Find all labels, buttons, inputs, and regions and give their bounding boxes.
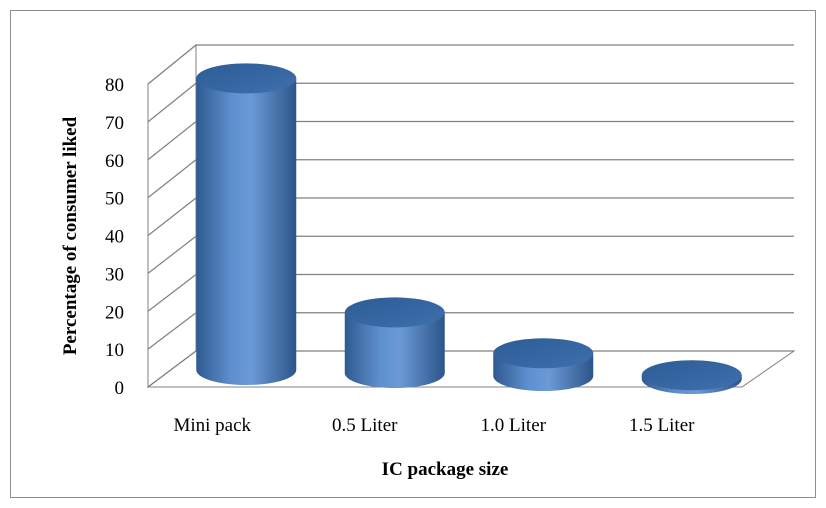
y-tick-label: 80 — [105, 75, 124, 96]
x-category-label: 0.5 Liter — [332, 415, 398, 436]
gridline — [147, 159, 794, 199]
x-axis-title: IC package size — [382, 459, 509, 480]
y-tick-labels: 0 10 20 30 40 50 60 70 80 — [105, 75, 124, 399]
gridlines — [147, 44, 794, 388]
gridline — [147, 44, 794, 85]
y-tick-label: 30 — [105, 264, 124, 285]
bar-top — [641, 360, 742, 391]
y-tick-label: 60 — [105, 151, 124, 172]
x-category-label: Mini pack — [173, 415, 251, 436]
y-tick-label: 20 — [105, 302, 124, 323]
bar — [641, 360, 742, 395]
bar-top — [493, 338, 594, 369]
bar-body — [196, 78, 297, 385]
y-tick-label: 50 — [105, 189, 124, 210]
bar-body — [344, 312, 445, 388]
x-category-labels: Mini pack 0.5 Liter 1.0 Liter 1.5 Liter — [173, 415, 695, 436]
gridline — [147, 273, 794, 312]
x-category-label: 1.0 Liter — [481, 415, 547, 436]
y-tick-label: 10 — [105, 340, 124, 361]
y-tick-label: 40 — [105, 227, 124, 248]
gridline — [147, 350, 794, 388]
x-category-label: 1.5 Liter — [629, 415, 695, 436]
gridline — [147, 120, 794, 161]
bar — [196, 63, 297, 385]
bar — [344, 297, 445, 388]
gridline — [147, 312, 794, 350]
bar — [493, 338, 594, 391]
chart-frame — [10, 10, 816, 498]
y-tick-label: 0 — [115, 378, 125, 399]
bars — [196, 63, 742, 395]
bar-top — [344, 297, 445, 328]
y-axis-title: Percentage of consumer liked — [60, 116, 81, 355]
y-tick-label: 70 — [105, 113, 124, 134]
gridline — [147, 197, 794, 236]
gridline — [147, 235, 794, 274]
gridline — [147, 82, 794, 123]
bar-top — [196, 63, 297, 94]
